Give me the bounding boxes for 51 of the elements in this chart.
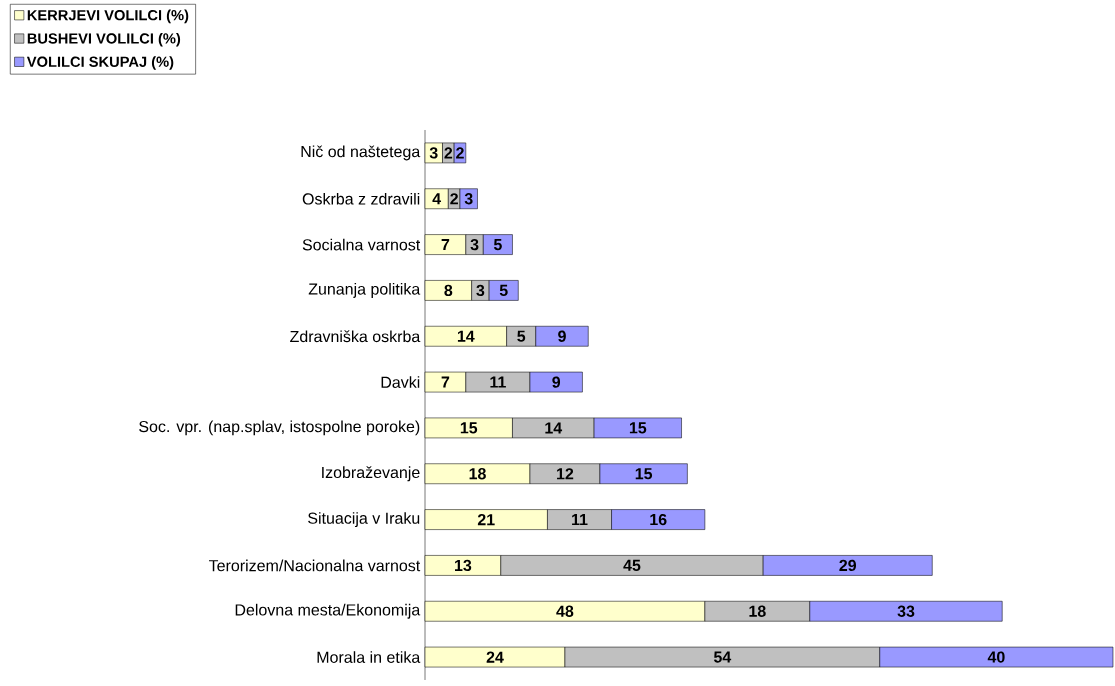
- data-label: 3: [476, 284, 485, 297]
- data-label: 15: [629, 422, 647, 434]
- data-label: 2: [450, 193, 458, 205]
- data-label: 15: [635, 468, 653, 480]
- data-label: 15: [460, 422, 478, 434]
- data-label: 11: [490, 376, 506, 388]
- data-label: 5: [517, 330, 526, 342]
- data-label: 9: [552, 376, 561, 388]
- data-label: 7: [441, 239, 450, 251]
- data-label: 3: [464, 193, 473, 205]
- data-label: 7: [441, 376, 450, 388]
- data-label: 3: [470, 238, 479, 251]
- y-tick-label: Oskrba z zdravili: [302, 192, 420, 205]
- data-label: 8: [444, 284, 453, 297]
- data-label: 45: [623, 559, 641, 571]
- data-label: 9: [558, 330, 566, 342]
- y-tick-label: Socialna varnost: [302, 238, 421, 251]
- data-label: 4: [432, 193, 442, 205]
- data-label: 18: [749, 605, 766, 617]
- data-label: 40: [987, 651, 1005, 663]
- y-tick-label: Zunanja politika: [308, 282, 421, 298]
- y-tick-label: Zdravniška oskrba: [290, 330, 421, 343]
- data-label: 2: [444, 147, 453, 159]
- data-label: 24: [486, 651, 504, 663]
- data-label: 5: [493, 239, 502, 251]
- y-tick-label: Izobraževanje: [322, 466, 420, 482]
- y-tick-label: Terorizem/Nacionalna varnost: [209, 559, 421, 572]
- legend-label: KERRJEVI VOLILCI (%): [27, 9, 189, 24]
- y-tick-label: Nič od naštetega: [301, 145, 421, 161]
- data-label: 5: [499, 284, 508, 296]
- legend-label: BUSHEVI VOLILCI (%): [27, 32, 181, 47]
- y-tick-label: Soc. vpr. (nap.splav, istospolne poroke): [139, 420, 420, 436]
- y-tick-label: Morala in etika: [317, 651, 421, 663]
- data-label: 33: [897, 605, 915, 617]
- data-label: 11: [572, 514, 588, 526]
- data-label: 21: [477, 514, 495, 526]
- data-label: 3: [429, 147, 438, 159]
- y-tick-label: Delovna mesta/Ekonomija: [235, 603, 421, 619]
- y-tick-label: Davki: [381, 376, 420, 388]
- data-label: 48: [556, 605, 574, 617]
- data-label: 2: [456, 147, 464, 159]
- data-label: 54: [713, 651, 732, 663]
- legend-label: VOLILCI SKUPAJ (%): [26, 56, 174, 70]
- data-label: 14: [457, 330, 475, 342]
- data-label: 12: [557, 468, 574, 480]
- y-tick-label: Situacija v Iraku: [308, 512, 420, 528]
- data-label: 18: [469, 468, 486, 480]
- data-label: 29: [839, 559, 857, 572]
- data-label: 13: [455, 559, 472, 572]
- data-label: 14: [545, 422, 563, 434]
- data-label: 16: [650, 513, 667, 526]
